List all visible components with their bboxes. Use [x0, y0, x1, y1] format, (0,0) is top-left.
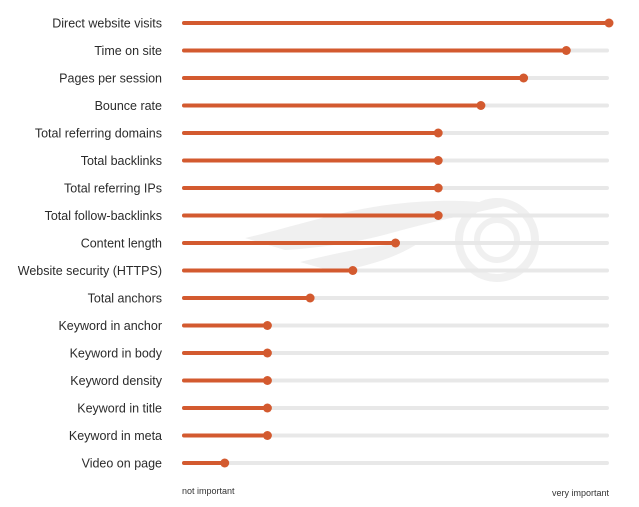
factor-label: Pages per session [59, 72, 162, 86]
axis-max-label: very important [552, 488, 610, 498]
factor-row: Keyword density [70, 374, 609, 388]
factor-row: Time on site [94, 44, 609, 58]
factor-row: Content length [81, 237, 609, 251]
factor-row: Keyword in title [77, 402, 609, 416]
factor-row: Keyword in meta [69, 429, 609, 443]
fire-logo-shape [300, 242, 420, 272]
factor-label: Time on site [94, 44, 162, 58]
factor-bar [182, 461, 225, 465]
factor-bar [182, 378, 268, 383]
factor-track [182, 378, 609, 383]
fire-logo-shape [474, 217, 520, 263]
fire-logo-shape [455, 198, 539, 282]
factor-label: Content length [81, 237, 162, 251]
factor-label: Total follow-backlinks [45, 209, 162, 223]
factor-label: Total referring domains [35, 127, 162, 141]
factor-label: Keyword density [70, 374, 162, 388]
factor-row: Keyword in body [70, 347, 609, 361]
factor-bar [182, 241, 396, 245]
factor-track [182, 433, 609, 438]
factor-dot [391, 238, 400, 248]
factor-bar [182, 406, 268, 410]
factor-row: Keyword in anchor [58, 319, 609, 333]
factor-dot [262, 431, 272, 440]
factor-dot [262, 403, 272, 413]
factor-row: Total backlinks [81, 154, 609, 168]
axis-min-label: not important [182, 486, 235, 496]
factor-dot [220, 458, 230, 468]
factor-bar [182, 186, 439, 190]
factor-row: Total follow-backlinks [45, 209, 609, 223]
chart-rows: Direct website visits Time on site Pages p… [18, 17, 614, 471]
factor-dot [433, 128, 443, 138]
factor-dot [519, 73, 529, 83]
factor-bar [182, 158, 439, 163]
factor-dot [476, 101, 486, 110]
factor-track [182, 323, 609, 328]
factor-dot [262, 376, 272, 385]
factor-bar [182, 268, 353, 273]
factor-label: Keyword in meta [69, 429, 162, 443]
factor-label: Total referring IPs [64, 182, 162, 196]
factor-label: Keyword in anchor [58, 319, 162, 333]
factor-track [182, 406, 609, 410]
factor-bar [182, 433, 268, 438]
factor-dot [561, 46, 571, 55]
factor-row: Total referring domains [35, 127, 609, 141]
factor-bar [182, 323, 268, 328]
factor-bar [182, 296, 311, 300]
factor-dot [262, 348, 272, 358]
factor-bar [182, 21, 609, 25]
factor-row: Video on page [82, 457, 609, 471]
factor-bar [182, 48, 567, 53]
factor-dot [433, 183, 443, 193]
factor-track [182, 461, 609, 465]
factor-row: Pages per session [59, 72, 609, 86]
factor-dot [433, 211, 443, 220]
factor-row: Total referring IPs [64, 182, 609, 196]
factor-row: Bounce rate [95, 99, 609, 113]
factor-label: Keyword in title [77, 402, 162, 416]
factor-row: Direct website visits [52, 17, 614, 31]
factor-dot [348, 266, 358, 275]
fire-logo-icon [245, 198, 539, 282]
factor-label: Total anchors [88, 292, 162, 306]
factor-bar [182, 351, 268, 355]
factor-label: Keyword in body [70, 347, 163, 361]
factor-dot [305, 293, 315, 303]
factor-row: Website security (HTTPS) [18, 264, 609, 278]
factor-label: Total backlinks [81, 154, 162, 168]
factor-dot [262, 321, 272, 330]
factor-label: Video on page [82, 457, 162, 471]
factor-dot [433, 156, 443, 165]
factor-track [182, 351, 609, 355]
factor-row: Total anchors [88, 292, 609, 306]
factor-label: Direct website visits [52, 17, 162, 31]
factor-label: Bounce rate [95, 99, 162, 113]
factor-bar [182, 213, 439, 218]
factor-dot [604, 18, 614, 28]
factor-bar [182, 103, 481, 108]
factor-bar [182, 76, 524, 80]
factor-label: Website security (HTTPS) [18, 264, 162, 278]
factor-bar [182, 131, 439, 135]
